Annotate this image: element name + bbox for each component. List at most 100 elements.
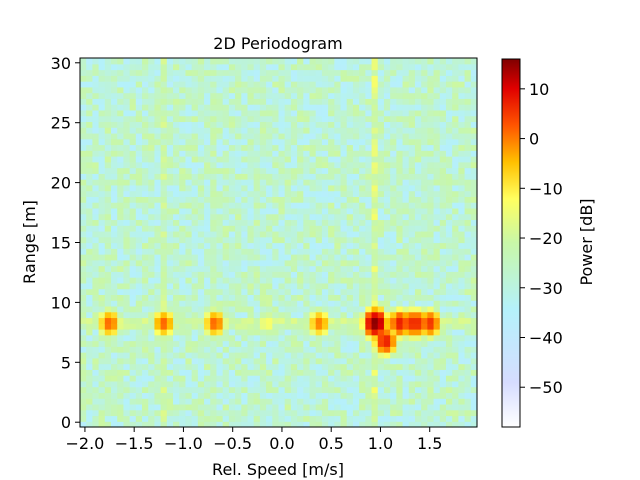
heatmap-cell [284,75,292,82]
heatmap-cell [278,213,286,221]
heatmap-cell [365,317,373,324]
heatmap-cell [346,259,354,267]
heatmap-cell [179,115,187,123]
heatmap-cell [160,328,168,336]
heatmap-cell [98,161,106,169]
heatmap-cell [235,219,242,226]
heatmap-cell [414,115,422,123]
heatmap-cell [179,248,187,255]
heatmap-cell [464,328,472,336]
heatmap-cell [179,380,187,388]
heatmap-cell [259,242,267,249]
heatmap-cell [402,104,410,111]
heatmap-cell [383,346,391,353]
heatmap-cell [92,92,100,99]
heatmap-cell [365,375,373,382]
heatmap-cell [334,357,342,365]
heatmap-cell [241,392,249,399]
heatmap-cell [104,207,112,215]
heatmap-cell [160,179,168,186]
heatmap-cell [216,179,224,186]
heatmap-cell [179,340,187,347]
heatmap-cell [210,179,218,186]
heatmap-cell [340,236,348,244]
heatmap-cell [383,305,391,313]
heatmap-cell [284,63,292,71]
heatmap-cell [228,323,236,330]
heatmap-cell [142,259,149,267]
heatmap-cell [104,265,112,272]
heatmap-cell [204,334,211,342]
heatmap-cell [433,92,441,99]
heatmap-cell [359,311,366,319]
heatmap-cell [272,81,280,88]
heatmap-cell [303,300,311,307]
heatmap-cell [365,294,373,301]
heatmap-cell [104,138,112,146]
heatmap-cell [266,190,273,197]
heatmap-cell [98,265,106,272]
heatmap-cell [290,323,298,330]
heatmap-cell [383,242,391,249]
heatmap-cell [340,109,348,117]
heatmap-cell [247,375,255,382]
heatmap-cell [253,98,261,105]
heatmap-cell [272,144,280,151]
heatmap-cell [278,369,286,376]
heatmap-cell [80,415,87,422]
heatmap-cell [142,58,149,65]
heatmap-cell [470,58,478,65]
heatmap-cell [241,98,249,105]
heatmap-cell [228,294,236,301]
heatmap-cell [86,179,93,186]
heatmap-cell [309,225,317,232]
heatmap-cell [92,277,100,284]
heatmap-cell [222,265,230,272]
heatmap-cell [352,357,360,365]
heatmap-cell [396,409,404,417]
heatmap-cell [383,392,391,399]
heatmap-cell [86,248,93,255]
heatmap-cell [235,317,242,324]
heatmap-cell [346,138,354,146]
heatmap-cell [371,259,379,267]
heatmap-cell [371,207,379,215]
heatmap-cell [142,150,149,157]
heatmap-cell [439,132,447,140]
heatmap-cell [396,248,404,255]
heatmap-cell [272,288,280,295]
heatmap-cell [334,421,342,428]
heatmap-cell [272,352,280,359]
heatmap-cell [191,242,199,249]
heatmap-cell [427,352,435,359]
heatmap-cell [173,323,180,330]
heatmap-cell [309,196,317,203]
heatmap-cell [154,282,162,290]
heatmap-cell [104,121,112,128]
heatmap-cell [160,115,168,123]
heatmap-cell [191,127,199,134]
heatmap-cell [235,294,242,301]
heatmap-cell [148,254,156,261]
heatmap-cell [297,282,304,290]
heatmap-cell [390,265,397,272]
heatmap-cell [433,213,441,221]
heatmap-cell [340,63,348,71]
heatmap-cell [377,179,385,186]
heatmap-cell [160,75,168,82]
colorbar-tick-label: −40 [529,328,563,347]
heatmap-cell [142,207,149,215]
heatmap-cell [111,179,118,186]
heatmap-cell [278,305,286,313]
heatmap-cell [321,190,329,197]
heatmap-cell [408,58,416,65]
heatmap-cell [427,311,435,319]
heatmap-cell [191,207,199,215]
heatmap-cell [402,69,410,76]
heatmap-cell [464,386,472,394]
heatmap-cell [303,121,311,128]
heatmap-cell [328,242,335,249]
heatmap-cell [247,92,255,99]
heatmap-cell [86,421,93,428]
heatmap-cell [191,317,199,324]
